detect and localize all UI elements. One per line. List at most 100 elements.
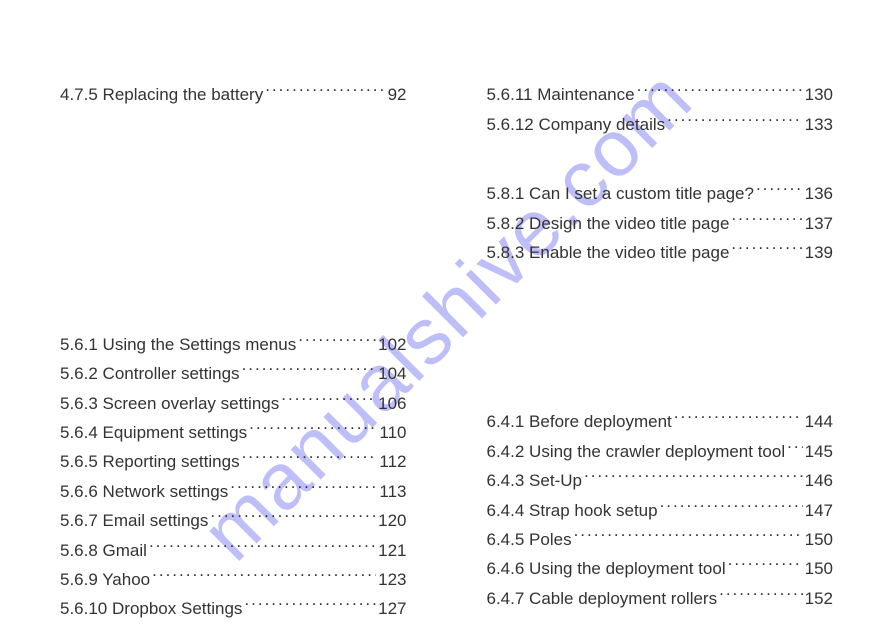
- toc-leader: [574, 525, 803, 545]
- toc-leader: [242, 359, 377, 379]
- toc-row: 5.6.3 Screen overlay settings 106: [60, 388, 407, 417]
- toc-row: 5.6.10 Dropbox Settings 127: [60, 594, 407, 623]
- toc-entry-label: 5.6.11 Maintenance: [487, 81, 635, 109]
- toc-row: 6.4.3 Set-Up 146: [487, 466, 834, 495]
- toc-entry-page: 106: [378, 390, 406, 418]
- toc-entry-page: 121: [378, 537, 406, 565]
- toc-entry-page: 137: [805, 210, 833, 238]
- right-group-3: 6.4.1 Before deployment 144 6.4.2 Using t…: [487, 407, 834, 613]
- toc-entry-label: 5.6.1 Using the Settings menus: [60, 331, 296, 359]
- toc-row: 6.4.1 Before deployment 144: [487, 407, 834, 436]
- toc-entry-label: 5.6.2 Controller settings: [60, 360, 240, 388]
- toc-entry-label: 5.8.3 Enable the video title page: [487, 239, 730, 267]
- toc-entry-page: 150: [805, 555, 833, 583]
- toc-entry-page: 113: [379, 478, 406, 506]
- left-group-1: 4.7.5 Replacing the battery 92: [60, 80, 407, 109]
- toc-entry-page: 130: [805, 81, 833, 109]
- toc-page: 4.7.5 Replacing the battery 92 5.6.1 Usi…: [0, 0, 893, 629]
- toc-entry-page: 123: [378, 566, 406, 594]
- toc-leader: [230, 476, 377, 496]
- toc-leader: [149, 535, 376, 555]
- toc-row: 5.6.5 Reporting settings 112: [60, 447, 407, 476]
- toc-row: 5.6.4 Equipment settings 110: [60, 418, 407, 447]
- toc-entry-page: 127: [378, 595, 406, 623]
- toc-row: 5.6.11 Maintenance 130: [487, 80, 834, 109]
- toc-entry-label: 5.8.2 Design the video title page: [487, 210, 730, 238]
- toc-leader: [584, 466, 803, 486]
- toc-entry-label: 5.6.4 Equipment settings: [60, 419, 247, 447]
- toc-leader: [265, 80, 385, 100]
- toc-row: 4.7.5 Replacing the battery 92: [60, 80, 407, 109]
- toc-entry-page: 136: [805, 180, 833, 208]
- toc-entry-label: 5.6.3 Screen overlay settings: [60, 390, 279, 418]
- toc-leader: [210, 506, 376, 526]
- toc-entry-label: 6.4.2 Using the crawler deployment tool: [487, 438, 786, 466]
- toc-leader: [719, 583, 803, 603]
- toc-entry-page: 139: [805, 239, 833, 267]
- toc-leader: [728, 554, 803, 574]
- toc-entry-label: 6.4.7 Cable deployment rollers: [487, 585, 718, 613]
- toc-row: 5.6.2 Controller settings 104: [60, 359, 407, 388]
- toc-entry-label: 5.6.8 Gmail: [60, 537, 147, 565]
- toc-entry-label: 5.6.10 Dropbox Settings: [60, 595, 242, 623]
- toc-leader: [244, 594, 376, 614]
- toc-entry-page: 120: [378, 507, 406, 535]
- right-column: 5.6.11 Maintenance 130 5.6.12 Company det…: [487, 80, 834, 569]
- toc-entry-page: 150: [805, 526, 833, 554]
- toc-entry-page: 147: [805, 497, 833, 525]
- toc-entry-label: 5.6.6 Network settings: [60, 478, 228, 506]
- toc-entry-label: 6.4.6 Using the deployment tool: [487, 555, 726, 583]
- toc-row: 5.6.6 Network settings 113: [60, 476, 407, 505]
- toc-row: 6.4.4 Strap hook setup 147: [487, 495, 834, 524]
- toc-leader: [731, 238, 802, 258]
- left-column: 4.7.5 Replacing the battery 92 5.6.1 Usi…: [60, 80, 407, 569]
- toc-row: 5.8.3 Enable the video title page 139: [487, 238, 834, 267]
- toc-entry-label: 5.8.1 Can I set a custom title page?: [487, 180, 754, 208]
- right-group-2: 5.8.1 Can I set a custom title page?136 …: [487, 179, 834, 267]
- toc-row: 5.6.8 Gmail 121: [60, 535, 407, 564]
- toc-row: 6.4.2 Using the crawler deployment tool 1…: [487, 436, 834, 465]
- toc-row: 5.6.7 Email settings 120: [60, 506, 407, 535]
- toc-row: 6.4.5 Poles 150: [487, 525, 834, 554]
- toc-leader: [298, 329, 376, 349]
- toc-leader: [674, 407, 803, 427]
- toc-row: 6.4.6 Using the deployment tool 150: [487, 554, 834, 583]
- toc-row: 5.6.9 Yahoo 123: [60, 565, 407, 594]
- toc-leader: [731, 208, 802, 228]
- toc-entry-label: 5.6.9 Yahoo: [60, 566, 150, 594]
- toc-leader: [667, 109, 803, 129]
- toc-entry-page: 102: [378, 331, 406, 359]
- toc-entry-label: 5.6.5 Reporting settings: [60, 448, 240, 476]
- toc-entry-label: 5.6.12 Company details: [487, 111, 666, 139]
- toc-entry-label: 6.4.3 Set-Up: [487, 467, 582, 495]
- left-group-2: 5.6.1 Using the Settings menus 102 5.6.2 …: [60, 329, 407, 623]
- toc-leader: [152, 565, 376, 585]
- toc-entry-label: 6.4.4 Strap hook setup: [487, 497, 658, 525]
- toc-entry-page: 110: [379, 419, 406, 447]
- toc-leader: [756, 179, 803, 199]
- toc-leader: [249, 418, 377, 438]
- right-group-1: 5.6.11 Maintenance 130 5.6.12 Company det…: [487, 80, 834, 139]
- toc-row: 5.6.12 Company details 133: [487, 109, 834, 138]
- toc-entry-label: 6.4.5 Poles: [487, 526, 572, 554]
- toc-leader: [637, 80, 803, 100]
- toc-row: 5.8.2 Design the video title page 137: [487, 208, 834, 237]
- toc-entry-page: 152: [805, 585, 833, 613]
- toc-entry-label: 5.6.7 Email settings: [60, 507, 208, 535]
- toc-entry-page: 145: [805, 438, 833, 466]
- toc-row: 6.4.7 Cable deployment rollers 152: [487, 583, 834, 612]
- toc-entry-page: 146: [805, 467, 833, 495]
- toc-leader: [281, 388, 376, 408]
- toc-entry-page: 104: [378, 360, 406, 388]
- toc-leader: [242, 447, 378, 467]
- toc-row: 5.6.1 Using the Settings menus 102: [60, 329, 407, 358]
- toc-entry-page: 133: [805, 111, 833, 139]
- toc-row: 5.8.1 Can I set a custom title page? 136: [487, 179, 834, 208]
- toc-entry-page: 144: [805, 408, 833, 436]
- toc-leader: [787, 436, 803, 456]
- toc-entry-label: 6.4.1 Before deployment: [487, 408, 672, 436]
- toc-entry-label: 4.7.5 Replacing the battery: [60, 81, 263, 109]
- toc-entry-page: 92: [388, 81, 407, 109]
- toc-entry-page: 112: [379, 448, 406, 476]
- toc-leader: [660, 495, 803, 515]
